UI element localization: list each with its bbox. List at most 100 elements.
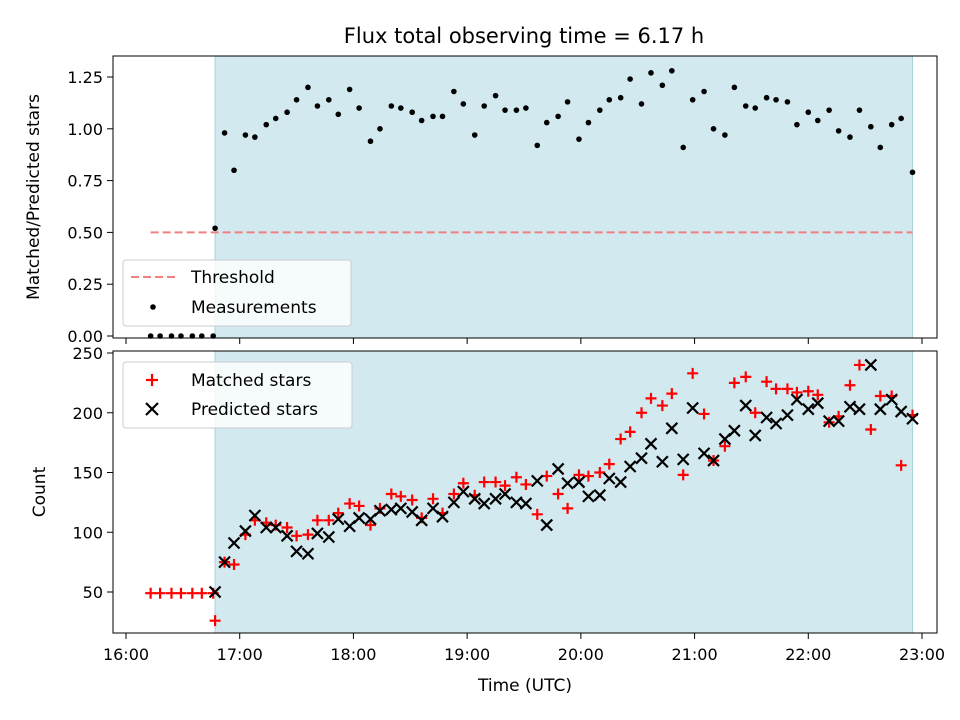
matched-star-point bbox=[175, 587, 187, 599]
predicted-star-point bbox=[447, 496, 461, 509]
measurement-point bbox=[272, 115, 279, 122]
predicted-star-point bbox=[769, 417, 783, 430]
measurement-point bbox=[252, 134, 258, 140]
predicted-star-point bbox=[728, 424, 741, 437]
matched-star-point bbox=[573, 469, 585, 481]
bottom-axes-frame bbox=[112, 350, 938, 634]
bottom-x-ticks: 16:00 17:00 18:00 19:00 20:00 21:00 22:00 23:00 bbox=[103, 633, 945, 664]
legend-measurement-swatch bbox=[150, 304, 156, 310]
top-y-ticks: 0.00 0.25 0.50 0.75 1.00 1.25 bbox=[67, 68, 113, 346]
predicted-star-point bbox=[394, 502, 408, 515]
predicted-star-point bbox=[373, 504, 387, 518]
matched-star-point bbox=[687, 367, 699, 379]
measurement-point bbox=[835, 128, 842, 134]
measurement-point bbox=[564, 99, 571, 105]
matched-star-point bbox=[844, 379, 856, 391]
measurement-point bbox=[325, 96, 332, 103]
predicted-star-point bbox=[477, 497, 491, 510]
measurement-point bbox=[398, 105, 404, 111]
measurement-point bbox=[722, 132, 728, 138]
matched-star-point bbox=[385, 488, 397, 500]
measurement-point bbox=[742, 103, 749, 109]
matched-star-point bbox=[749, 407, 761, 419]
predicted-star-point bbox=[760, 411, 773, 424]
measurement-point bbox=[826, 107, 832, 113]
predicted-star-point bbox=[665, 422, 679, 435]
matched-star-point bbox=[853, 359, 865, 371]
measurement-point bbox=[627, 76, 633, 82]
measurement-points bbox=[147, 67, 916, 339]
measurement-point bbox=[689, 96, 696, 103]
bottom-legend: Matched stars Predicted stars bbox=[122, 361, 353, 429]
matched-star-point bbox=[490, 476, 502, 488]
predicted-star-point bbox=[280, 529, 294, 543]
matched-star-point bbox=[209, 615, 221, 627]
matched-star-point bbox=[353, 500, 365, 512]
predicted-star-point bbox=[352, 511, 366, 525]
predicted-star-point bbox=[686, 401, 699, 415]
measurement-point bbox=[460, 101, 467, 107]
predicted-star-point bbox=[623, 460, 637, 473]
predicted-star-point bbox=[853, 402, 866, 416]
x-tick-label: 23:00 bbox=[899, 645, 945, 664]
top-axes-frame bbox=[112, 55, 938, 339]
matched-star-point bbox=[145, 587, 157, 599]
measurement-point bbox=[335, 111, 342, 118]
predicted-star-point bbox=[561, 476, 574, 490]
measurement-point bbox=[648, 70, 654, 76]
top-panel: 0.00 0.25 0.50 0.75 1.00 1.25 Matched/Predict… bbox=[24, 55, 938, 346]
measurement-point bbox=[157, 333, 163, 339]
predicted-star-point bbox=[436, 510, 449, 523]
measurement-point bbox=[794, 121, 800, 128]
predicted-star-point bbox=[906, 412, 919, 426]
predicted-star-point bbox=[457, 485, 470, 498]
bottom-y-axis-label: Count bbox=[30, 466, 50, 517]
matched-star-point bbox=[874, 390, 886, 402]
measurement-point bbox=[242, 132, 249, 138]
measurement-point bbox=[147, 333, 154, 339]
measurement-point bbox=[293, 96, 300, 103]
top-x-ticks bbox=[125, 338, 923, 344]
measurement-point bbox=[814, 117, 821, 124]
matched-star-point bbox=[562, 502, 574, 514]
matched-star-point bbox=[677, 469, 689, 481]
matched-star-point bbox=[196, 587, 208, 599]
legend-predicted-swatch bbox=[145, 402, 159, 416]
bottom-y-ticks: 50 100 150 200 250 bbox=[72, 344, 113, 602]
predicted-star-point bbox=[832, 414, 845, 428]
measurement-point bbox=[856, 107, 863, 113]
matched-star-point bbox=[698, 408, 710, 420]
predicted-star-point bbox=[676, 453, 690, 466]
predicted-star-point bbox=[468, 492, 482, 506]
predicted-star-point bbox=[489, 492, 502, 506]
top-y-axis-label: Matched/Predicted stars bbox=[24, 94, 44, 300]
top-y-tick-label: 0.00 bbox=[67, 327, 103, 346]
matched-star-point bbox=[719, 440, 731, 452]
matched-star-point bbox=[656, 400, 668, 412]
x-tick-label: 20:00 bbox=[558, 645, 604, 664]
chart-title: Flux total observing time = 6.17 h bbox=[344, 24, 704, 48]
predicted-stars-points bbox=[208, 358, 919, 599]
predicted-star-point bbox=[498, 487, 512, 501]
x-axis-label: Time (UTC) bbox=[477, 676, 572, 696]
predicted-star-point bbox=[259, 521, 273, 534]
measurement-point bbox=[606, 96, 613, 103]
measurement-point bbox=[555, 113, 561, 120]
predicted-star-point bbox=[582, 490, 595, 503]
matched-star-point bbox=[344, 498, 356, 510]
measurement-point bbox=[847, 134, 853, 140]
matched-star-point bbox=[281, 521, 293, 533]
matched-star-point bbox=[603, 458, 615, 470]
predicted-star-point bbox=[644, 437, 658, 451]
matched-star-point bbox=[457, 477, 469, 489]
measurement-point bbox=[877, 144, 884, 151]
measurement-point bbox=[409, 109, 415, 116]
x-tick-label: 16:00 bbox=[103, 645, 149, 664]
matched-star-point bbox=[582, 470, 594, 482]
predicted-star-point bbox=[572, 475, 586, 489]
predicted-star-point bbox=[551, 462, 565, 476]
predicted-star-point bbox=[603, 472, 616, 485]
matched-star-point bbox=[636, 407, 648, 419]
measurement-point bbox=[367, 138, 374, 145]
matched-star-point bbox=[791, 386, 803, 398]
